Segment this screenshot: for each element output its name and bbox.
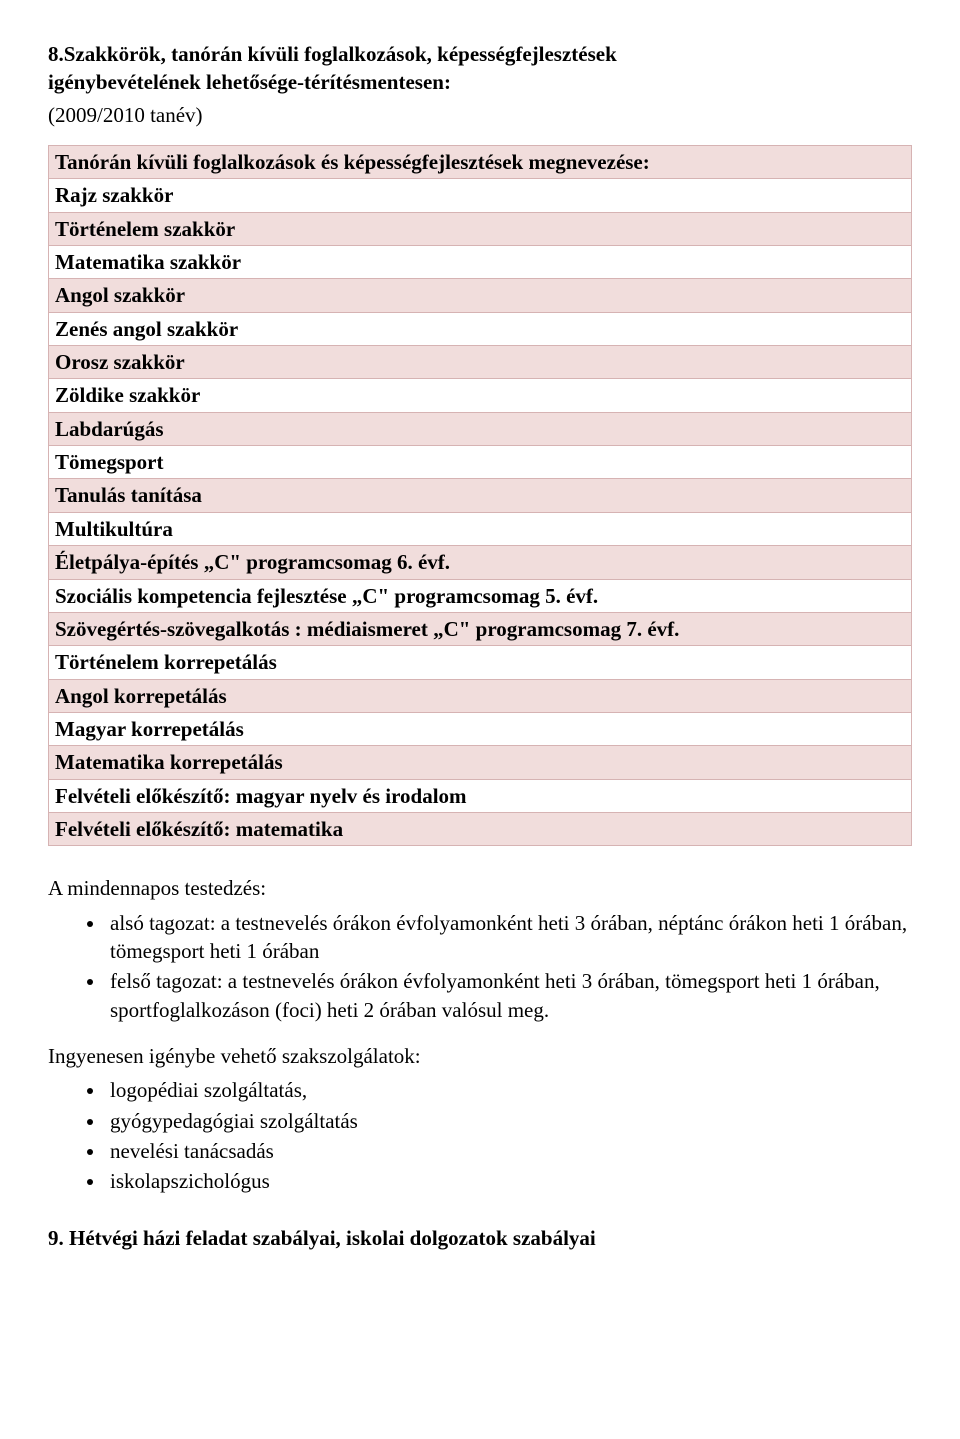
table-row: Tanulás tanítása (49, 479, 912, 512)
table-row: Szövegértés-szövegalkotás : médiaismeret… (49, 612, 912, 645)
szakszolg-list: logopédiai szolgáltatás, gyógypedagógiai… (48, 1076, 912, 1195)
section-8-subline: (2009/2010 tanév) (48, 101, 912, 129)
section-8-heading: 8.Szakkörök, tanórán kívüli foglalkozáso… (48, 40, 912, 97)
table-row: Magyar korrepetálás (49, 712, 912, 745)
table-row: Életpálya-építés „C" programcsomag 6. év… (49, 546, 912, 579)
list-item: logopédiai szolgáltatás, (106, 1076, 912, 1104)
testedzes-list: alsó tagozat: a testnevelés órákon évfol… (48, 909, 912, 1024)
table-row: Zöldike szakkör (49, 379, 912, 412)
testedzes-title: A mindennapos testedzés: (48, 874, 912, 902)
table-row: Matematika szakkör (49, 246, 912, 279)
table-row: Zenés angol szakkör (49, 312, 912, 345)
list-item: gyógypedagógiai szolgáltatás (106, 1107, 912, 1135)
table-row: Matematika korrepetálás (49, 746, 912, 779)
table-row: Történelem korrepetálás (49, 646, 912, 679)
heading-line-1: 8.Szakkörök, tanórán kívüli foglalkozáso… (48, 42, 617, 66)
szakszolg-title: Ingyenesen igénybe vehető szakszolgálato… (48, 1042, 912, 1070)
list-item: iskolapszichológus (106, 1167, 912, 1195)
list-item: felső tagozat: a testnevelés órákon évfo… (106, 967, 912, 1024)
table-row: Angol korrepetálás (49, 679, 912, 712)
list-item: alsó tagozat: a testnevelés órákon évfol… (106, 909, 912, 966)
activities-table: Tanórán kívüli foglalkozások és képesség… (48, 145, 912, 846)
section-9-heading: 9. Hétvégi házi feladat szabályai, iskol… (48, 1224, 912, 1252)
table-row: Orosz szakkör (49, 346, 912, 379)
table-row: Felvételi előkészítő: matematika (49, 812, 912, 845)
list-item: nevelési tanácsadás (106, 1137, 912, 1165)
table-row: Tömegsport (49, 446, 912, 479)
table-row: Történelem szakkör (49, 212, 912, 245)
table-row: Labdarúgás (49, 412, 912, 445)
table-row: Szociális kompetencia fejlesztése „C" pr… (49, 579, 912, 612)
table-row: Felvételi előkészítő: magyar nyelv és ir… (49, 779, 912, 812)
heading-line-2: igénybevételének lehetősége-térítésmente… (48, 70, 451, 94)
table-header: Tanórán kívüli foglalkozások és képesség… (49, 146, 912, 179)
table-row: Multikultúra (49, 512, 912, 545)
table-row: Angol szakkör (49, 279, 912, 312)
table-row: Rajz szakkör (49, 179, 912, 212)
